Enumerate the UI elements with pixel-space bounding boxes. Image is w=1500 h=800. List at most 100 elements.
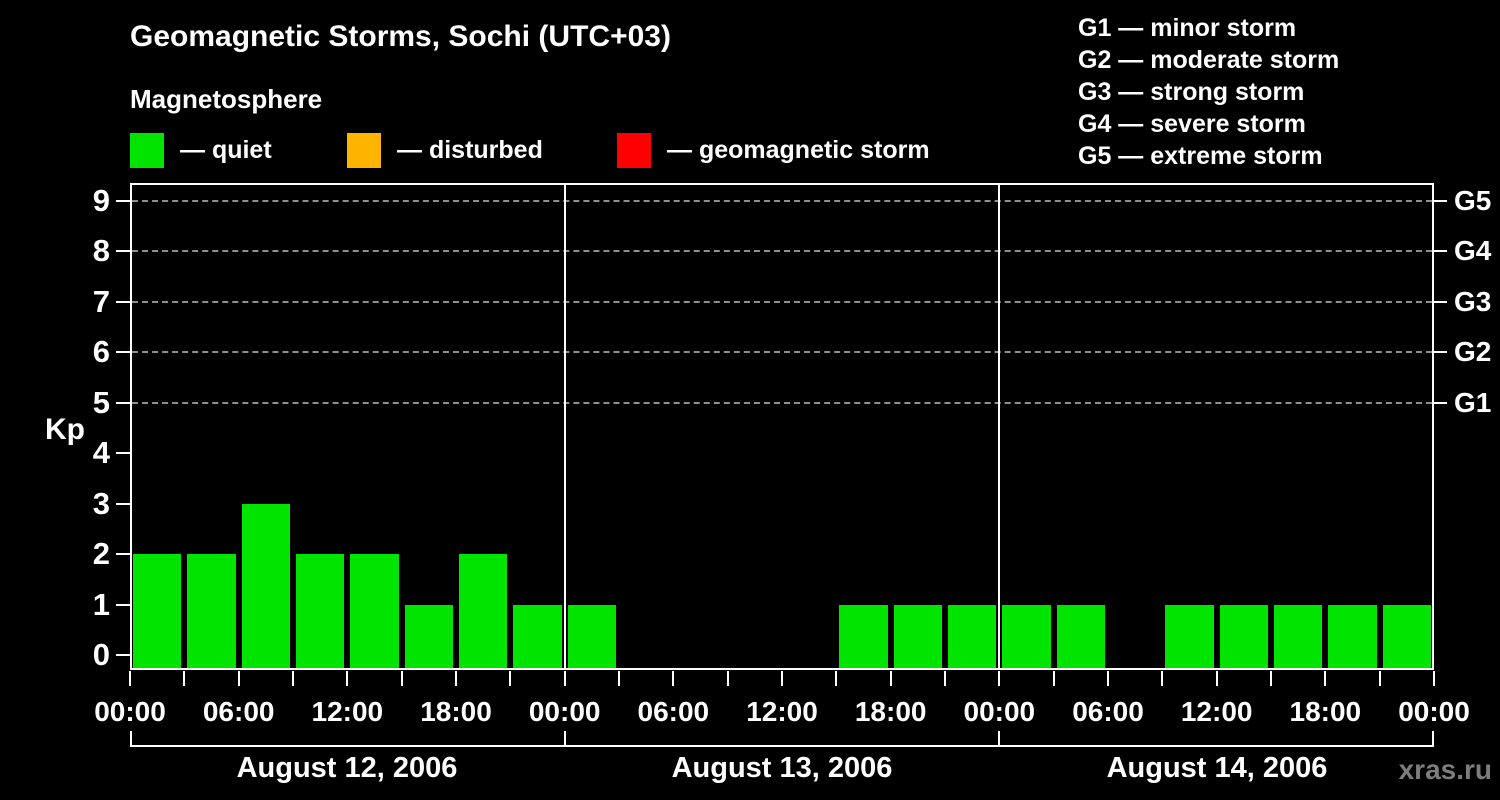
legend-label-quiet: — quiet: [180, 135, 272, 164]
x-tick: [183, 671, 186, 686]
x-tick-label: 12:00: [746, 696, 818, 727]
x-tick-label: 06:00: [202, 696, 275, 727]
y-tick-label-8: 8: [92, 233, 110, 268]
y-tick-8: [116, 250, 130, 252]
watermark: xras.ru: [1398, 754, 1492, 785]
y-tick-5: [116, 401, 130, 404]
date-label-day2: August 13, 2006: [671, 752, 893, 784]
kp-bar-day1-slot5: [350, 554, 399, 668]
kp-bar-day2-slot8: [948, 604, 997, 668]
y-tick-label-7: 7: [92, 283, 110, 319]
date-label-day3: August 14, 2006: [1106, 752, 1328, 784]
day-divider: [563, 185, 566, 668]
legend-label-storm: — geomagnetic storm: [667, 135, 930, 164]
bracket-tick: [130, 731, 132, 745]
gridline-kp8: [132, 250, 1432, 252]
x-tick-label: 18:00: [420, 696, 492, 727]
kp-bar-day3-slot5: [1219, 604, 1268, 668]
date-label-day1: August 12, 2006: [236, 752, 458, 784]
x-tick: [1270, 671, 1272, 686]
gridline-kp7: [132, 300, 1432, 303]
g-legend-line-g4: G4 — severe storm: [1078, 110, 1306, 138]
y-tick-label-3: 3: [92, 485, 110, 521]
x-tick: [1052, 671, 1055, 686]
g-tick-g1: [1434, 401, 1447, 404]
x-tick: [455, 671, 457, 686]
g-axis-label-g3: G3: [1454, 285, 1492, 317]
x-tick-label: 18:00: [854, 696, 927, 727]
x-tick-label: 00:00: [528, 696, 601, 727]
g-axis-label-g4: G4: [1454, 235, 1492, 266]
bracket-tick: [563, 731, 566, 745]
x-tick-label: 00:00: [1398, 696, 1470, 727]
y-tick-label-1: 1: [92, 586, 110, 622]
x-tick-label: 00:00: [963, 696, 1036, 727]
g-tick-g4: [1434, 250, 1447, 252]
y-tick-label-0: 0: [92, 637, 110, 672]
page-title: Geomagnetic Storms, Sochi (UTC+03): [130, 20, 671, 53]
y-tick-label-6: 6: [92, 334, 110, 369]
legend-item-quiet: — quiet: [130, 132, 272, 168]
g-legend-line-g2: G2 — moderate storm: [1078, 46, 1340, 74]
x-tick-label: 12:00: [1180, 696, 1253, 727]
x-tick: [781, 671, 783, 686]
kp-bar-day1-slot2: [187, 554, 236, 668]
g-axis-label-g5: G5: [1454, 184, 1492, 216]
y-tick-label-9: 9: [92, 182, 110, 218]
gridline-kp9: [132, 199, 1432, 202]
kp-bar-day3-slot7: [1328, 604, 1377, 668]
bracket-tick: [998, 731, 1001, 745]
day-divider: [998, 185, 1001, 668]
x-tick: [726, 671, 729, 686]
kp-bar-day1-slot6: [404, 604, 453, 668]
kp-bar-day1-slot1: [133, 554, 182, 668]
x-tick: [237, 671, 240, 686]
kp-bar-day1-slot4: [296, 554, 345, 668]
y-tick-label-4: 4: [92, 435, 110, 470]
g-legend-line-g1: G1 — minor storm: [1078, 14, 1297, 42]
g-legend-line-g3: G3 — strong storm: [1078, 78, 1305, 106]
x-tick: [835, 671, 838, 686]
x-tick: [1215, 671, 1218, 686]
x-tick: [1378, 671, 1381, 686]
quiet-color-swatch: [130, 132, 164, 168]
x-tick: [889, 671, 892, 686]
g-scale-legend: G1 — minor storm G2 — moderate storm G3 …: [1078, 12, 1339, 172]
x-tick: [1433, 671, 1435, 686]
x-tick-label: 18:00: [1289, 696, 1362, 727]
x-tick: [346, 671, 349, 686]
x-tick: [998, 671, 1001, 686]
kp-bar-day2-slot7: [893, 604, 942, 668]
legend-label-disturbed: — disturbed: [397, 135, 543, 164]
x-tick: [1324, 671, 1327, 686]
x-tick: [563, 671, 566, 686]
kp-bar-day3-slot4: [1165, 604, 1214, 668]
gridline-kp6: [132, 351, 1432, 353]
g-tick-g3: [1434, 300, 1447, 303]
y-tick-7: [116, 300, 130, 303]
g-axis-label-g1: G1: [1454, 386, 1492, 418]
x-tick: [129, 671, 131, 686]
x-tick-label: 00:00: [94, 696, 166, 727]
kp-bar-day2-slot1: [567, 604, 616, 668]
legend-item-disturbed: — disturbed: [347, 132, 543, 168]
kp-bar-day3-slot2: [1056, 604, 1105, 668]
y-tick-6: [116, 351, 130, 353]
kp-bar-day1-slot8: [513, 604, 562, 668]
x-tick: [1107, 671, 1109, 686]
x-tick: [618, 671, 620, 686]
y-tick-9: [116, 199, 130, 202]
x-tick: [292, 671, 294, 686]
kp-bar-day1-slot3: [241, 503, 290, 668]
g-tick-g2: [1434, 351, 1447, 353]
y-tick-0: [116, 654, 130, 656]
disturbed-color-swatch: [347, 132, 381, 168]
kp-bar-day3-slot1: [1002, 604, 1051, 668]
x-tick-label: 06:00: [1072, 696, 1144, 727]
y-axis-title: Kp: [45, 413, 85, 446]
x-tick: [944, 671, 946, 686]
bracket-tick: [1432, 731, 1434, 745]
storm-color-swatch: [617, 132, 651, 168]
